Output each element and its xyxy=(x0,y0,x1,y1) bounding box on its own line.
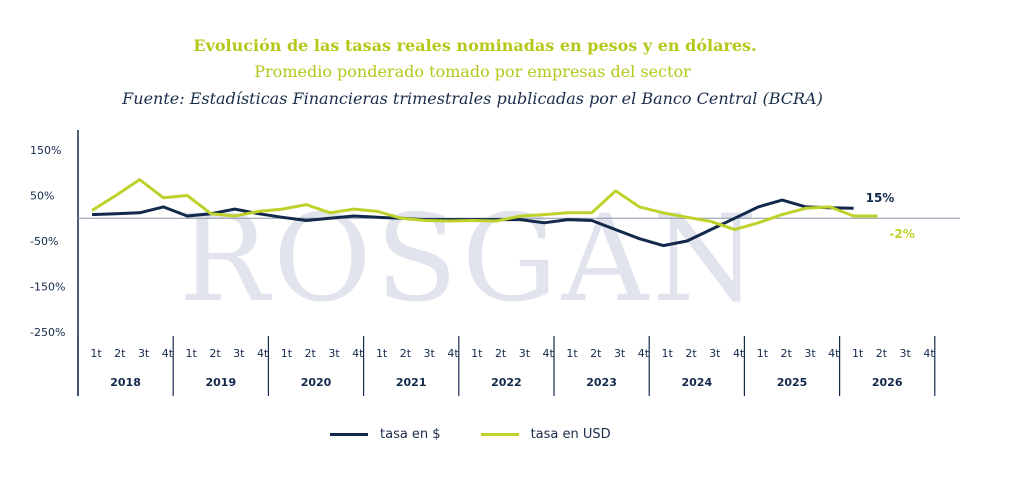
quarter-label: 2t xyxy=(685,347,697,360)
quarter-label: 1t xyxy=(471,347,483,360)
chart-source: Fuente: Estadísticas Financieras trimest… xyxy=(122,89,823,108)
quarter-label: 2t xyxy=(400,347,412,360)
y-tick-label: -250% xyxy=(30,326,65,339)
quarter-label: 2t xyxy=(209,347,221,360)
legend-swatch-usd xyxy=(480,433,519,436)
year-label: 2022 xyxy=(491,376,522,389)
chart-subtitle: Promedio ponderado tomado por empresas d… xyxy=(254,62,691,81)
quarter-label: 3t xyxy=(900,347,912,360)
quarter-label: 4t xyxy=(923,347,935,360)
legend: tasa en $ tasa en USD xyxy=(330,427,611,442)
legend-swatch-pesos xyxy=(330,433,368,436)
quarter-label: 3t xyxy=(709,347,721,360)
y-tick-label: 150% xyxy=(30,144,61,157)
quarter-label: 4t xyxy=(257,347,269,360)
quarter-label: 4t xyxy=(352,347,364,360)
quarter-label: 1t xyxy=(757,347,769,360)
y-tick-label: 50% xyxy=(30,190,54,203)
quarter-label: 1t xyxy=(852,347,864,360)
year-label: 2019 xyxy=(205,376,236,389)
end-label-pesos: 15% xyxy=(866,191,895,205)
series-line-usd xyxy=(91,178,878,232)
year-label: 2025 xyxy=(777,376,808,389)
quarter-label: 4t xyxy=(733,347,745,360)
y-tick-label: -50% xyxy=(30,235,58,248)
quarter-label: 3t xyxy=(424,347,436,360)
quarter-label: 2t xyxy=(876,347,888,360)
quarter-label: 1t xyxy=(376,347,388,360)
quarter-label: 2t xyxy=(781,347,793,360)
legend-label-usd: tasa en USD xyxy=(530,427,611,442)
quarter-label: 2t xyxy=(114,347,126,360)
quarter-label: 4t xyxy=(162,347,174,360)
quarter-label: 1t xyxy=(566,347,578,360)
quarter-label: 1t xyxy=(281,347,293,360)
quarter-label: 1t xyxy=(662,347,674,360)
year-label: 2026 xyxy=(872,376,903,389)
end-label-usd: -2% xyxy=(889,227,914,241)
quarter-label: 3t xyxy=(519,347,531,360)
quarter-label: 4t xyxy=(447,347,459,360)
legend-label-pesos: tasa en $ xyxy=(380,427,441,442)
quarter-label: 1t xyxy=(186,347,198,360)
quarter-label: 4t xyxy=(543,347,555,360)
quarter-label: 4t xyxy=(828,347,840,360)
quarter-label: 2t xyxy=(305,347,317,360)
quarter-label: 3t xyxy=(328,347,340,360)
quarter-label: 4t xyxy=(638,347,650,360)
legend-item-pesos: tasa en $ xyxy=(330,427,441,442)
legend-item-usd: tasa en USD xyxy=(480,427,611,442)
quarter-label: 3t xyxy=(138,347,150,360)
quarter-label: 2t xyxy=(590,347,602,360)
year-label: 2023 xyxy=(586,376,617,389)
year-label: 2021 xyxy=(396,376,427,389)
quarter-label: 1t xyxy=(90,347,102,360)
year-label: 2020 xyxy=(301,376,332,389)
quarter-label: 3t xyxy=(233,347,245,360)
y-tick-label: -150% xyxy=(30,281,65,294)
chart-title: Evolución de las tasas reales nominadas … xyxy=(193,36,757,55)
quarter-label: 2t xyxy=(495,347,507,360)
year-label: 2024 xyxy=(681,376,712,389)
year-label: 2018 xyxy=(110,376,141,389)
quarter-label: 3t xyxy=(614,347,626,360)
quarter-label: 3t xyxy=(804,347,816,360)
